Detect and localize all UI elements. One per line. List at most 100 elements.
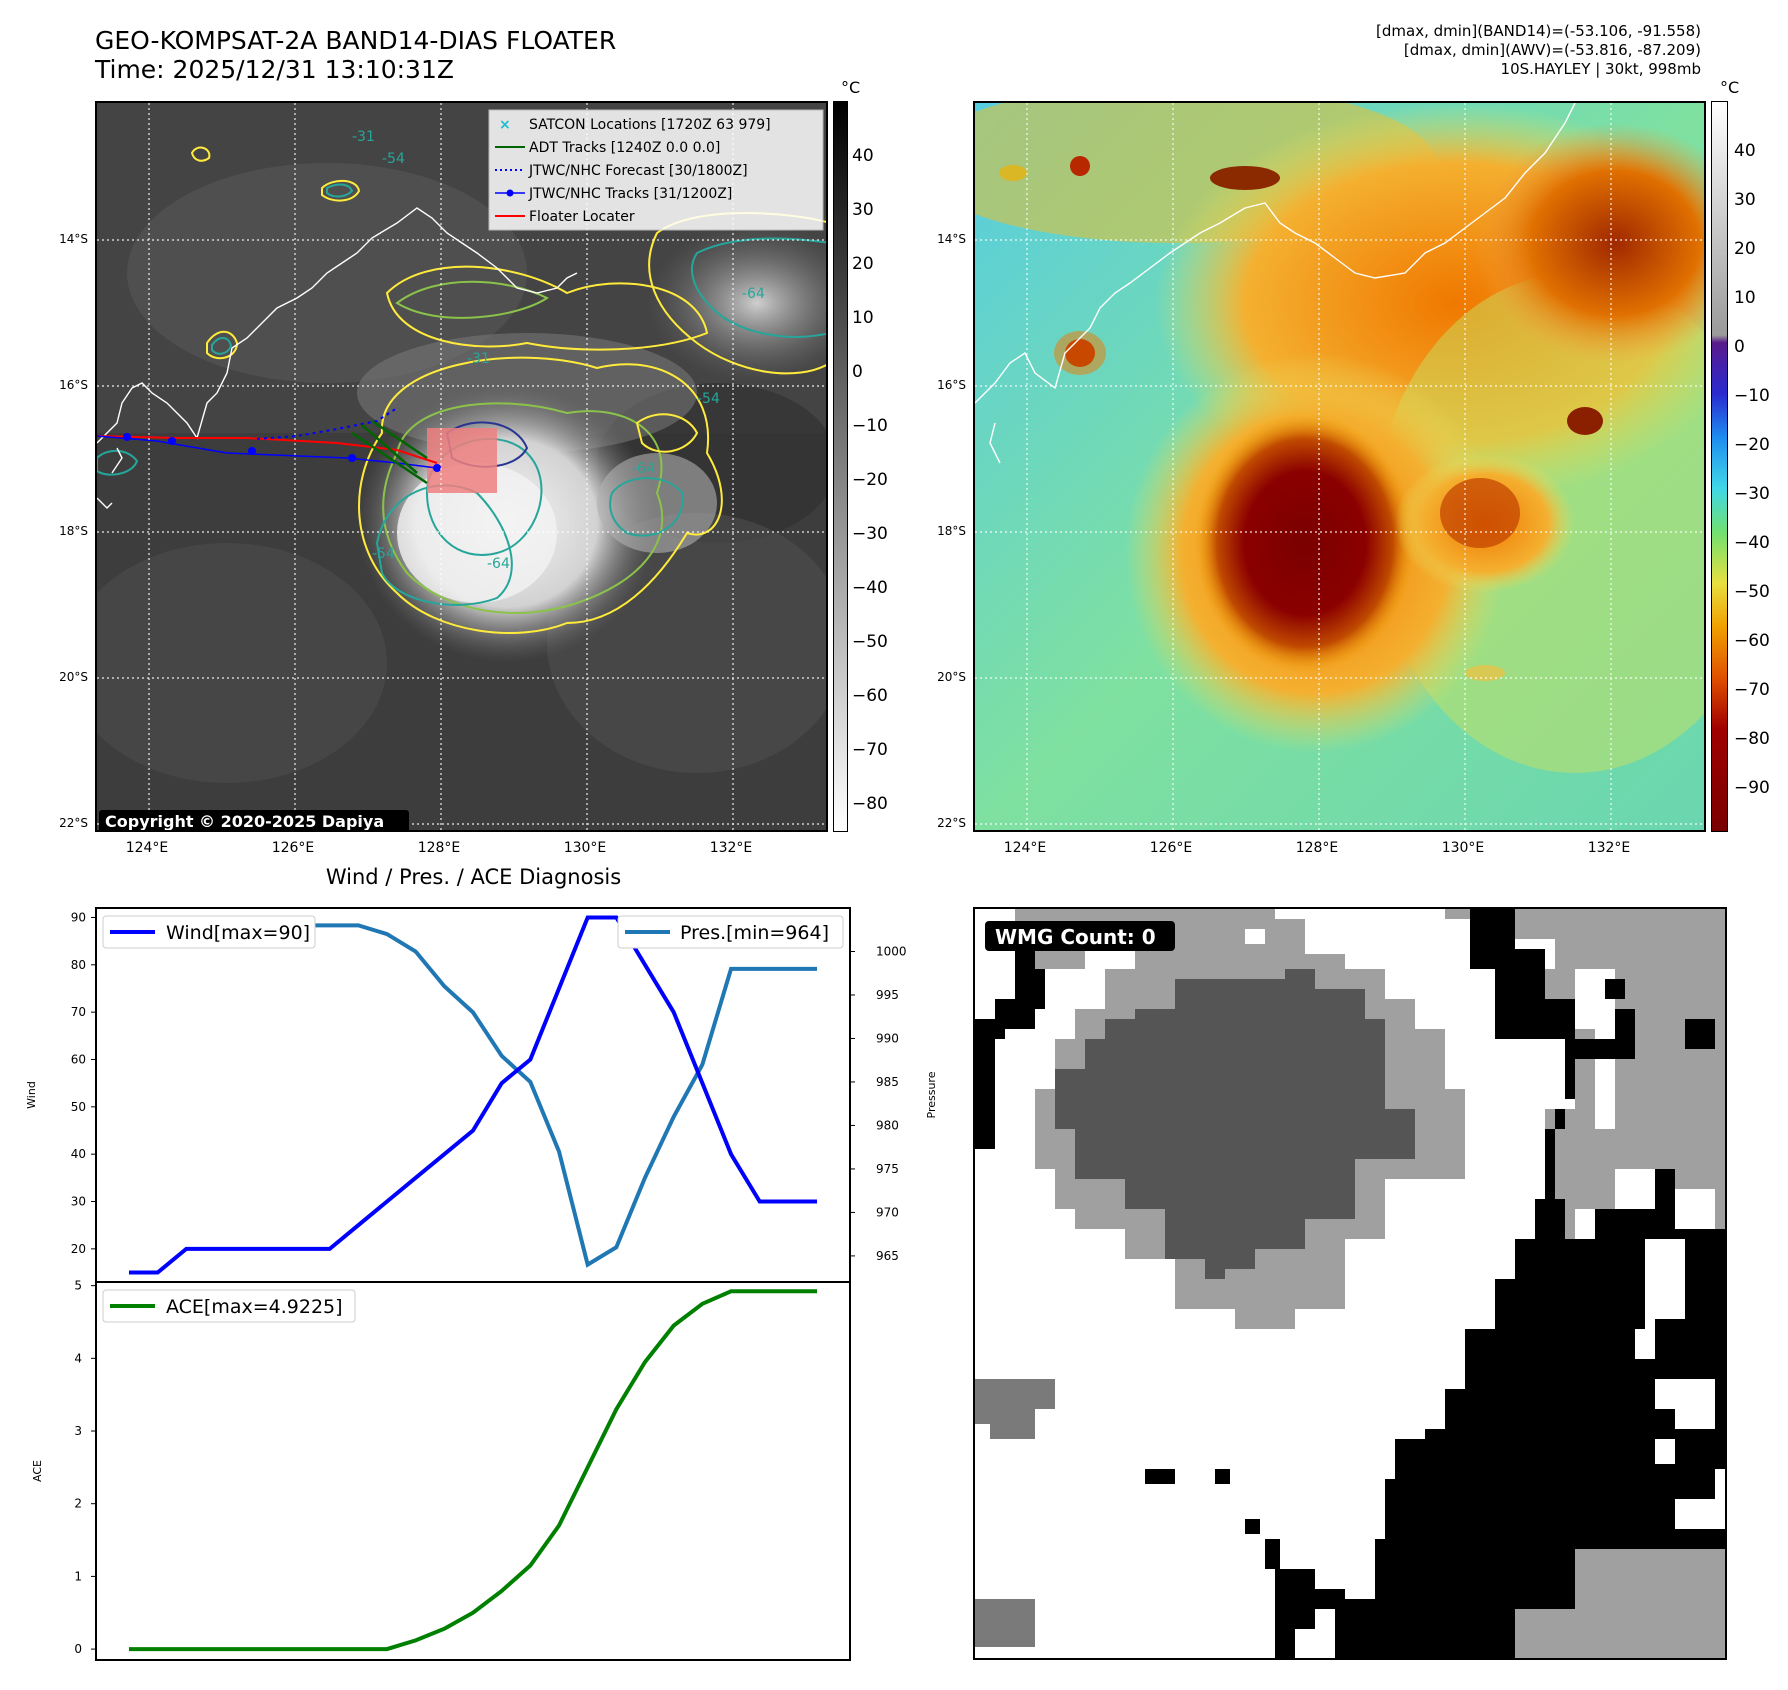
cbar-tick: 40 xyxy=(1734,141,1756,161)
contour-label: -64 xyxy=(742,286,765,302)
pressure-series-line xyxy=(128,923,818,1268)
cbar-tick: 20 xyxy=(1734,239,1756,259)
stats-header: [dmax, dmin](BAND14)=(-53.106, -91.558) … xyxy=(1376,22,1701,79)
contour-label: -54 xyxy=(382,151,405,167)
cbar-tick: −30 xyxy=(1734,484,1770,504)
cbar-tick: 40 xyxy=(852,146,874,166)
copyright-label: Copyright © 2020-2025 Dapiya xyxy=(105,812,384,831)
color-colorbar-unit: °C xyxy=(1720,78,1740,97)
cbar-tick: −20 xyxy=(1734,435,1770,455)
ir-map-panel: -31 -54 -64 -31 -54 -64 -54 -64 xyxy=(95,101,828,832)
contour-label: -54 xyxy=(372,546,395,562)
wind-tick-label: 80 xyxy=(71,958,86,972)
pres-legend-label: Pres.[min=964] xyxy=(680,922,829,944)
awv-range: [dmax, dmin](AWV)=(-53.816, -87.209) xyxy=(1403,41,1701,59)
ace-tick-label: 4 xyxy=(74,1351,82,1365)
cbar-tick: −70 xyxy=(852,740,888,760)
wind-tick-label: 90 xyxy=(71,910,86,924)
pressure-axis-label: Pressure xyxy=(925,1071,938,1118)
ace-series-line xyxy=(128,1289,818,1652)
cbar-tick: −40 xyxy=(1734,533,1770,553)
ace-tick-label: 5 xyxy=(74,1279,82,1293)
gray-colorbar xyxy=(833,101,848,832)
cbar-tick: −60 xyxy=(1734,631,1770,651)
color-colorbar-ticks: 40 30 20 10 0 −10 −20 −30 −40 −50 −60 −7… xyxy=(1734,0,1784,840)
map-legend: × SATCON Locations [1720Z 63 979] ADT Tr… xyxy=(488,109,824,231)
cbar-tick: −60 xyxy=(852,686,888,706)
cbar-tick: −80 xyxy=(852,794,888,814)
cbar-tick: −40 xyxy=(852,578,888,598)
contour-label: -64 xyxy=(632,461,655,477)
pressure-tick-label: 985 xyxy=(876,1075,899,1089)
pressure-tick-label: 965 xyxy=(876,1249,899,1263)
satcon-marker-icon: × xyxy=(499,117,511,133)
cbar-tick: −90 xyxy=(1734,778,1770,798)
contour-label: -54 xyxy=(697,391,720,407)
legend-forecast: JTWC/NHC Forecast [30/1800Z] xyxy=(528,163,748,179)
pres-legend-box xyxy=(617,915,844,949)
diagnosis-title: Wind / Pres. / ACE Diagnosis xyxy=(325,865,622,889)
ace-tick-label: 1 xyxy=(74,1569,82,1583)
ace-axes-frame xyxy=(95,1281,851,1661)
ace-tick-label: 0 xyxy=(74,1642,82,1656)
cbar-tick: −50 xyxy=(1734,582,1770,602)
ace-tick-label: 2 xyxy=(74,1497,82,1511)
contour-label: -64 xyxy=(487,556,510,572)
gray-colorbar-ticks: 40 30 20 10 0 −10 −20 −30 −40 −50 −60 −7… xyxy=(852,0,912,840)
floater-box xyxy=(427,428,497,493)
cbar-tick: −10 xyxy=(1734,386,1770,406)
legend-satcon: SATCON Locations [1720Z 63 979] xyxy=(529,117,771,133)
color-colorbar xyxy=(1711,101,1728,832)
wind-tick-label: 50 xyxy=(71,1100,86,1114)
ace-legend-label: ACE[max=4.9225] xyxy=(166,1296,343,1318)
ace-legend-box xyxy=(102,1289,356,1323)
title-line-2: Time: 2025/12/31 13:10:31Z xyxy=(95,55,454,84)
contour-label: -31 xyxy=(352,129,375,145)
wind-tick-label: 20 xyxy=(71,1242,86,1256)
cbar-tick: 30 xyxy=(1734,190,1756,210)
cbar-tick: 0 xyxy=(1734,337,1745,357)
pressure-tick-label: 990 xyxy=(876,1031,899,1045)
cbar-tick: −70 xyxy=(1734,680,1770,700)
cbar-tick: 0 xyxy=(852,362,863,382)
pressure-tick-label: 970 xyxy=(876,1205,899,1219)
contour-label: -31 xyxy=(467,351,490,367)
cbar-tick: −80 xyxy=(1734,729,1770,749)
cbar-tick: 10 xyxy=(1734,288,1756,308)
wind-series-line xyxy=(128,915,818,1275)
cbar-tick: 20 xyxy=(852,254,874,274)
legend-tracks: JTWC/NHC Tracks [31/1200Z] xyxy=(528,186,732,202)
awv-map-svg xyxy=(975,103,1704,830)
legend-floater: Floater Locater xyxy=(529,209,635,225)
wmg-count-label: WMG Count: 0 xyxy=(995,925,1156,949)
pressure-tick-label: 1000 xyxy=(876,944,907,958)
band14-range: [dmax, dmin](BAND14)=(-53.106, -91.558) xyxy=(1376,22,1701,40)
storm-info: 10S.HAYLEY | 30kt, 998mb xyxy=(1500,60,1701,78)
gray-colorbar-unit: °C xyxy=(841,78,861,97)
awv-map-panel xyxy=(973,101,1706,832)
wind-tick-label: 30 xyxy=(71,1195,86,1209)
pressure-tick-label: 995 xyxy=(876,988,899,1002)
wmg-grid-svg: WMG Count: 0 xyxy=(975,909,1725,1658)
pressure-tick-label: 975 xyxy=(876,1162,899,1176)
wind-tick-label: 40 xyxy=(71,1147,86,1161)
ace-axis-label: ACE xyxy=(31,1460,44,1482)
wind-pres-axes-frame xyxy=(95,907,851,1283)
cbar-tick: −50 xyxy=(852,632,888,652)
ir-map-svg: -31 -54 -64 -31 -54 -64 -54 -64 xyxy=(97,103,826,831)
ace-tick-label: 3 xyxy=(74,1424,82,1438)
wind-tick-label: 70 xyxy=(71,1005,86,1019)
wmg-panel: WMG Count: 0 xyxy=(973,907,1727,1660)
cbar-tick: −10 xyxy=(852,416,888,436)
cbar-tick: −20 xyxy=(852,470,888,490)
wind-axis-label: Wind xyxy=(25,1081,38,1109)
legend-adt: ADT Tracks [1240Z 0.0 0.0] xyxy=(529,140,720,156)
cbar-tick: 30 xyxy=(852,200,874,220)
wind-legend-label: Wind[max=90] xyxy=(166,922,310,944)
cbar-tick: 10 xyxy=(852,308,874,328)
figure-title: GEO-KOMPSAT-2A BAND14-DIAS FLOATER Time:… xyxy=(95,26,616,84)
pressure-tick-label: 980 xyxy=(876,1118,899,1132)
wind-tick-label: 60 xyxy=(71,1052,86,1066)
title-line-1: GEO-KOMPSAT-2A BAND14-DIAS FLOATER xyxy=(95,26,617,55)
